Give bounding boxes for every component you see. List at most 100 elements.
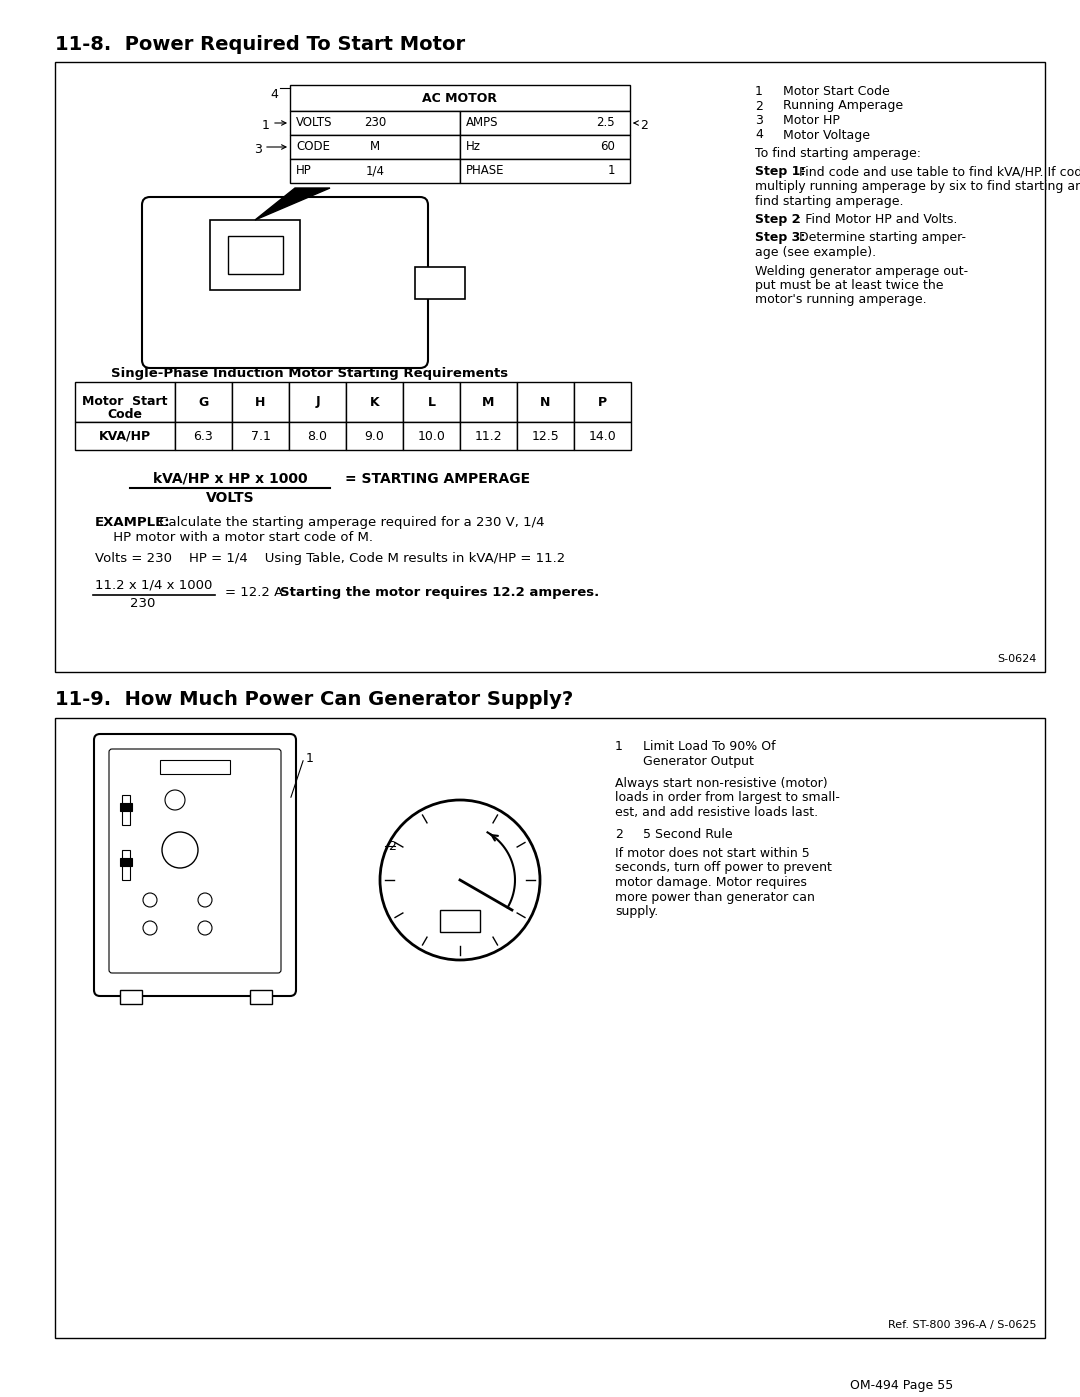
Text: P: P [598, 395, 607, 408]
Circle shape [198, 921, 212, 935]
Text: L: L [428, 395, 435, 408]
Bar [55, 61, 1045, 672]
Text: HP: HP [296, 165, 312, 177]
Bar [573, 422, 631, 450]
Text: multiply running amperage by six to find starting amperage.: multiply running amperage by six to find… [755, 180, 1080, 193]
Text: 3: 3 [755, 115, 762, 127]
Text: CODE: CODE [296, 141, 330, 154]
Text: S-0624: S-0624 [998, 654, 1037, 664]
Bar [232, 381, 289, 422]
Bar [210, 219, 300, 291]
Text: 1: 1 [607, 165, 615, 177]
Circle shape [162, 833, 198, 868]
Text: supply.: supply. [615, 905, 658, 918]
Circle shape [143, 893, 157, 907]
Bar [403, 422, 460, 450]
Text: Starting the motor requires 12.2 amperes.: Starting the motor requires 12.2 amperes… [280, 585, 599, 599]
Text: motor's running amperage.: motor's running amperage. [755, 293, 927, 306]
Text: Motor Voltage: Motor Voltage [783, 129, 870, 141]
Bar [517, 381, 573, 422]
Bar [291, 136, 460, 159]
Text: : Find Motor HP and Volts.: : Find Motor HP and Volts. [797, 212, 957, 226]
Text: age (see example).: age (see example). [755, 246, 876, 258]
Text: Single-Phase Induction Motor Starting Requirements: Single-Phase Induction Motor Starting Re… [111, 367, 509, 380]
Text: OM-494 Page 55: OM-494 Page 55 [850, 1379, 954, 1391]
Bar [460, 159, 630, 183]
Text: Hz: Hz [465, 141, 481, 154]
Text: PHASE: PHASE [465, 165, 504, 177]
Text: Limit Load To 90% Of: Limit Load To 90% Of [643, 740, 775, 753]
Text: KVA/HP: KVA/HP [99, 429, 151, 443]
Bar [291, 110, 460, 136]
Polygon shape [255, 189, 330, 219]
Text: 230: 230 [130, 597, 156, 610]
Text: 9.0: 9.0 [365, 429, 384, 443]
Text: 6.3: 6.3 [193, 429, 214, 443]
Circle shape [380, 800, 540, 960]
Bar [175, 422, 232, 450]
Bar [440, 909, 480, 932]
Text: 14.0: 14.0 [589, 429, 617, 443]
Text: seconds, turn off power to prevent: seconds, turn off power to prevent [615, 862, 832, 875]
Bar [55, 718, 1045, 1338]
Text: 11.2 x 1/4 x 1000: 11.2 x 1/4 x 1000 [95, 578, 213, 591]
Bar [460, 110, 630, 136]
Bar [573, 381, 631, 422]
Text: 11.2: 11.2 [475, 429, 502, 443]
Bar [122, 795, 130, 826]
Text: 11-8.  Power Required To Start Motor: 11-8. Power Required To Start Motor [55, 35, 465, 54]
Text: Step 2: Step 2 [755, 212, 800, 226]
Text: 2: 2 [640, 119, 648, 131]
Text: 2: 2 [615, 828, 623, 841]
Text: Step 1:: Step 1: [755, 165, 806, 179]
Text: AMPS: AMPS [465, 116, 499, 130]
Bar [291, 85, 630, 110]
Circle shape [198, 893, 212, 907]
Text: more power than generator can: more power than generator can [615, 890, 815, 904]
Text: 8.0: 8.0 [308, 429, 327, 443]
Circle shape [143, 921, 157, 935]
Text: loads in order from largest to small-: loads in order from largest to small- [615, 792, 840, 805]
Bar [75, 381, 175, 422]
Bar [289, 422, 346, 450]
Bar [249, 990, 272, 1004]
Text: M: M [483, 395, 495, 408]
Text: VOLTS: VOLTS [296, 116, 333, 130]
Bar [415, 267, 465, 299]
Text: kVA/HP x HP x 1000: kVA/HP x HP x 1000 [152, 472, 308, 486]
Text: 1/4: 1/4 [365, 165, 384, 177]
Bar [460, 381, 517, 422]
Text: J: J [315, 395, 320, 408]
Text: 2: 2 [755, 99, 762, 113]
Text: H: H [255, 395, 266, 408]
Text: Calculate the starting amperage required for a 230 V, 1/4: Calculate the starting amperage required… [156, 515, 544, 529]
Text: Always start non-resistive (motor): Always start non-resistive (motor) [615, 777, 827, 789]
Text: Find code and use table to find kVA/HP. If code is not listed,: Find code and use table to find kVA/HP. … [799, 165, 1080, 179]
Text: M: M [370, 141, 380, 154]
Bar [228, 236, 283, 274]
Text: 2: 2 [388, 840, 396, 854]
Bar [346, 422, 403, 450]
Bar [160, 760, 230, 774]
Text: 7.1: 7.1 [251, 429, 270, 443]
Text: Code: Code [108, 408, 143, 420]
Text: motor damage. Motor requires: motor damage. Motor requires [615, 876, 807, 888]
Text: AC MOTOR: AC MOTOR [422, 91, 498, 105]
Text: Determine starting amper-: Determine starting amper- [799, 232, 966, 244]
Text: 5 Second Rule: 5 Second Rule [643, 828, 732, 841]
FancyBboxPatch shape [94, 733, 296, 996]
Bar [175, 381, 232, 422]
Text: 12.5: 12.5 [531, 429, 559, 443]
Text: Running Amperage: Running Amperage [783, 99, 903, 113]
Text: Motor HP: Motor HP [783, 115, 840, 127]
Text: Motor  Start: Motor Start [82, 395, 167, 408]
Text: = STARTING AMPERAGE: = STARTING AMPERAGE [345, 472, 530, 486]
Bar [120, 803, 132, 812]
Text: 1: 1 [615, 740, 623, 753]
Text: 4: 4 [270, 88, 278, 101]
Text: 4: 4 [755, 129, 762, 141]
FancyBboxPatch shape [141, 197, 428, 367]
Text: EXAMPLE:: EXAMPLE: [95, 515, 171, 529]
Text: G: G [199, 395, 208, 408]
Bar [75, 422, 175, 450]
